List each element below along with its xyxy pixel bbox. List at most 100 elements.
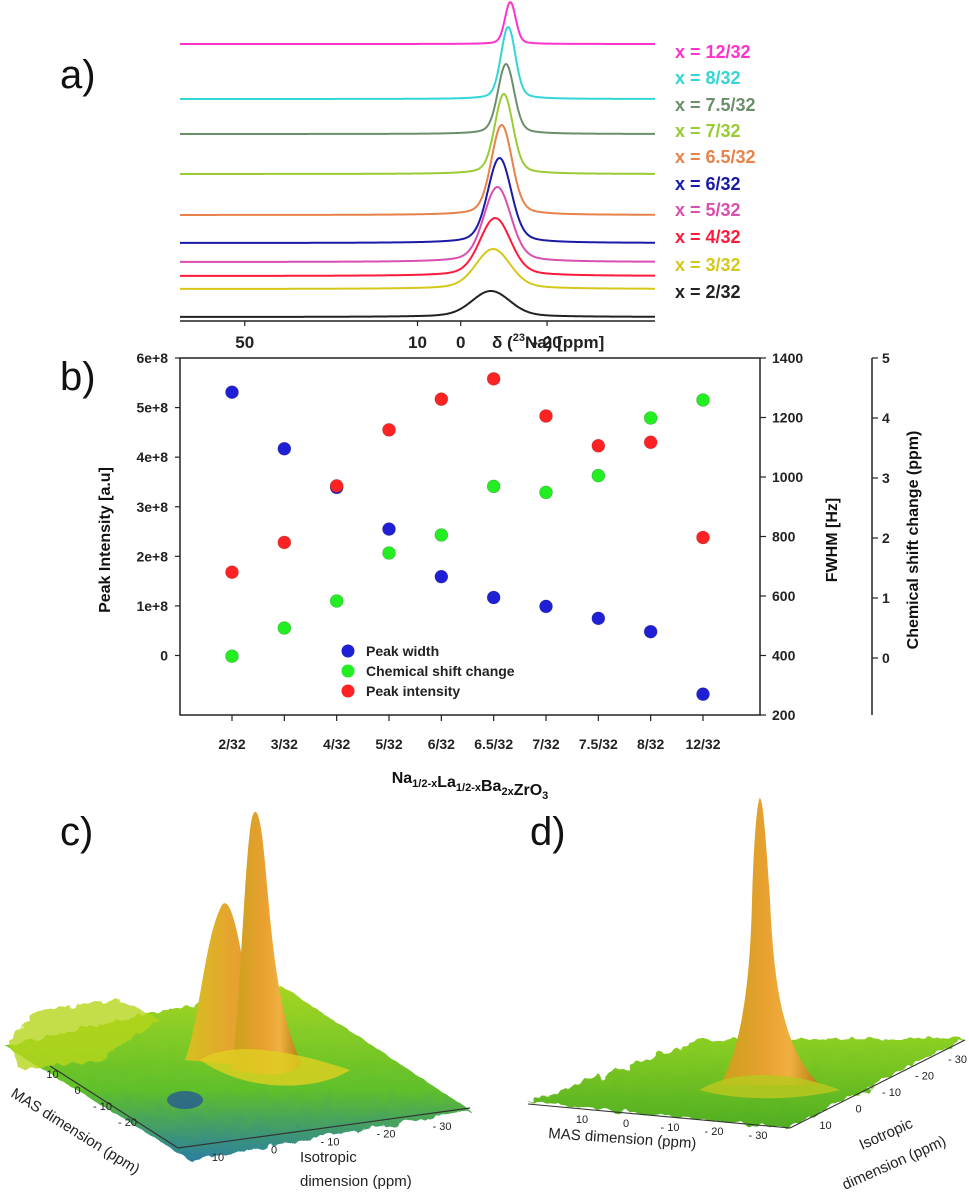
category-tick-label: 5/32 [375,736,402,752]
scatter-point [486,372,501,386]
scatter-point [486,479,501,494]
spectrum-trace [180,92,655,175]
legend-entry-a: x = 2/32 [675,282,741,302]
category-tick-label: 12/32 [685,736,720,752]
iso-axis-c [177,1107,471,1149]
right1-tick-label: 800 [772,529,796,545]
x-axis-label-a: δ (23Na) [ppm] [492,332,604,352]
scatter-point [277,621,292,635]
scatter-point [382,423,396,437]
iso-tick-d: 0 [855,1103,861,1115]
right1-tick-label: 400 [772,648,796,664]
right1-tick-label: 600 [772,588,796,604]
mas-tick-c: - 20 [118,1117,137,1129]
right1-tick-label: 1000 [772,469,803,485]
legend-entry-a: x = 4/32 [675,227,741,247]
minor-peak-c [185,903,290,1070]
spectrum-trace [180,0,655,45]
left-tick-label: 6e+8 [136,350,168,366]
peak-base-d [700,1075,840,1099]
legend-label-b: Peak width [366,643,439,659]
mas-tick-c: - 10 [93,1101,112,1113]
scatter-point [277,441,292,456]
spectrum-trace [180,157,656,244]
panel-a-spectra: 50 10 0 - 20 δ (23Na) [ppm] x = 12/32 x = 8/… [179,0,756,352]
x-tick-label-a: 10 [408,333,427,352]
scatter-point [696,687,710,701]
dip-c [167,1091,203,1109]
right2-axis-label: Chemical shift change (ppm) [905,431,922,650]
surface-ridge-c [8,1000,160,1070]
scatter-point [696,393,710,407]
category-tick-label: 2/32 [218,736,245,752]
mas-tick-d: 0 [623,1118,629,1130]
major-peak-c [232,811,301,1075]
right1-tick-label: 200 [772,707,796,723]
category-tick-label: 4/32 [323,736,350,752]
iso-tick-d: - 10 [882,1087,901,1099]
legend-entry-a: x = 12/32 [675,42,751,62]
major-peak-d [720,798,820,1085]
mas-axis-d [527,1103,791,1129]
category-tick-label: 6.5/32 [474,736,513,752]
mas-tick-d: - 20 [705,1126,724,1138]
iso-label-c-2: dimension (ppm) [300,1173,412,1190]
category-tick-label: 6/32 [428,736,455,752]
scatter-point [591,438,606,453]
left-tick-label: 2e+8 [136,548,168,564]
ticks-d: 10 0 - 10 - 20 - 30 10 0 - 10 - 20 - 30 [576,1054,967,1142]
mas-tick-d: - 10 [661,1122,680,1134]
legend-marker-b [341,664,355,678]
scatter-point [539,485,553,500]
scatter-point [277,535,292,550]
iso-label-d-2: dimension (ppm) [840,1133,949,1194]
iso-tick-c: 0 [271,1144,277,1156]
spectrum-trace [180,123,655,216]
scatter-point [539,599,553,614]
iso-label-c-1: Isotropic [300,1149,357,1166]
x-ticks-a: 50 10 0 - 20 [235,321,562,352]
spectrum-trace [180,25,655,100]
legend-entry-a: x = 8/32 [675,68,741,88]
spectrum-trace [179,217,656,277]
scatter-point [539,409,553,423]
x-tick-label-a: 50 [235,333,254,352]
scatter-point [643,411,658,425]
category-tick-label: 7.5/32 [579,736,618,752]
spectrum-trace [180,289,655,318]
scatter-point [225,385,239,400]
panel-label-c: c) [60,810,93,854]
scatter-point [643,435,658,450]
legend-label-b: Chemical shift change [366,663,515,679]
panel-b-scatter: 01e+82e+83e+84e+85e+86e+8 200 400 600 800 10… [97,350,922,802]
ticks-c: 10 0 - 10 - 20 10 0 - 10 - 20 - 30 [46,1069,451,1164]
right1-axis-label: FWHM [Hz] [824,498,841,582]
iso-tick-d: - 20 [915,1071,934,1083]
right2-tick-label: 0 [882,650,890,666]
right2-tick-label: 3 [882,470,890,486]
iso-tick-c: 10 [212,1152,224,1164]
iso-tick-d: - 30 [948,1054,967,1066]
right2-axis-ticks: 0 1 2 3 4 5 [872,350,890,666]
x-tick-label-a: - 20 [532,333,561,352]
left-tick-label: 0 [160,648,168,664]
legend-entry-a: x = 7.5/32 [675,95,756,115]
scatter-point [225,649,239,664]
scatter-point [696,530,710,545]
scatter-point [382,546,396,560]
right1-axis-ticks: 200 400 600 800 1000 1200 1400 [760,350,803,723]
scatter-point [225,565,239,580]
scatter-point [434,569,449,584]
right2-tick-label: 5 [882,350,890,366]
right1-tick-label: 1400 [772,350,803,366]
legend-marker-b [341,644,355,658]
iso-tick-c: - 20 [377,1129,396,1141]
legend-entry-a: x = 3/32 [675,255,741,275]
mas-tick-d: - 30 [749,1130,768,1142]
nmr-traces [179,0,656,318]
legend-entry-a: x = 5/32 [675,200,741,220]
panel-label-a: a) [60,53,96,97]
left-axis-ticks: 0 1e+8 2e+8 3e+8 4e+8 5e+8 6e+8 [136,350,180,664]
